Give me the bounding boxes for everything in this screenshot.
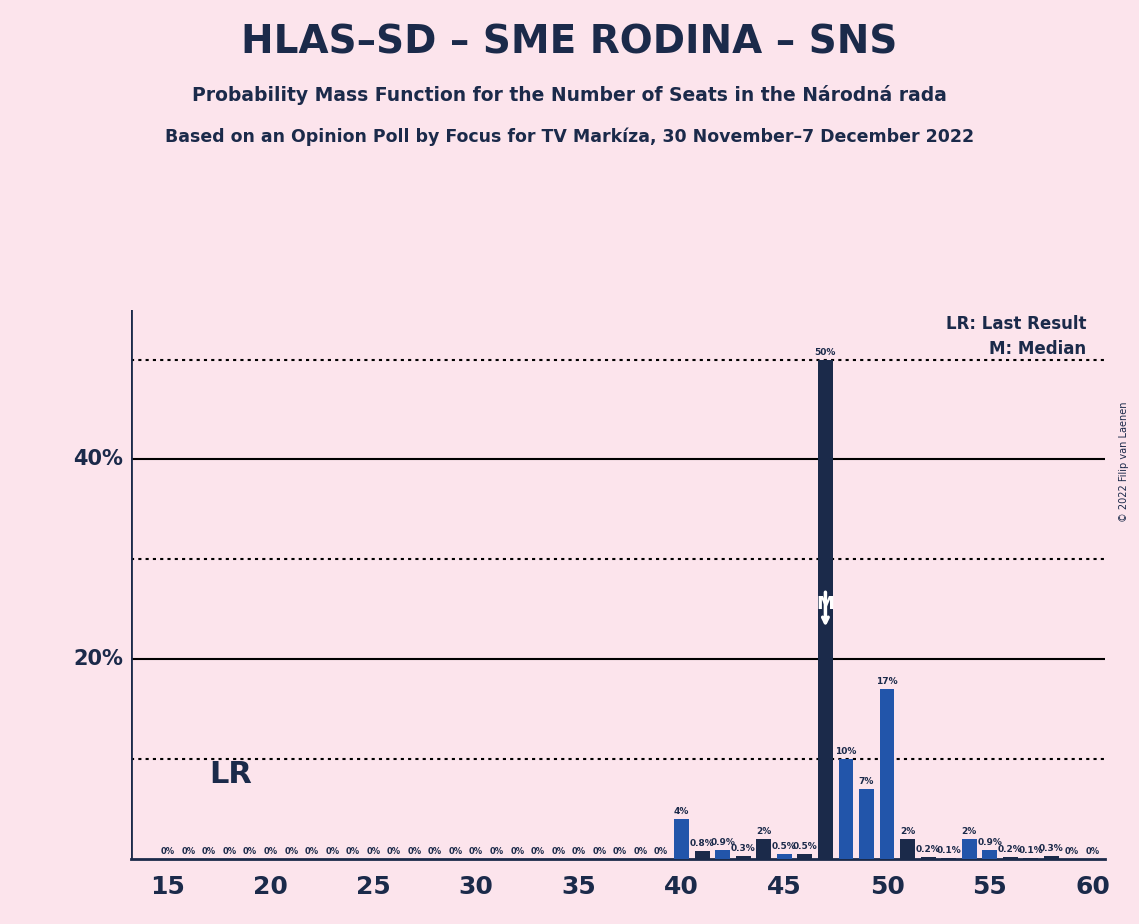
Text: 0.5%: 0.5% (793, 843, 818, 851)
Text: 17%: 17% (876, 677, 898, 687)
Text: 20%: 20% (73, 650, 123, 669)
Text: 50%: 50% (814, 347, 836, 357)
Text: 0%: 0% (222, 847, 237, 857)
Text: 2%: 2% (961, 827, 977, 836)
Text: 0%: 0% (654, 847, 669, 857)
Bar (920, 857, 935, 859)
Text: M: Median: M: Median (989, 339, 1087, 358)
Text: 0%: 0% (1085, 847, 1099, 857)
Bar (879, 689, 894, 859)
Bar (715, 850, 730, 859)
Text: 0%: 0% (633, 847, 648, 857)
Text: LR: Last Result: LR: Last Result (945, 314, 1087, 333)
Text: 0%: 0% (572, 847, 585, 857)
Text: 40%: 40% (73, 449, 123, 469)
Bar (1003, 857, 1018, 859)
Bar (838, 760, 853, 859)
Bar (859, 789, 874, 859)
Text: 0%: 0% (346, 847, 360, 857)
Text: 7%: 7% (859, 777, 875, 786)
Bar (756, 839, 771, 859)
Text: 4%: 4% (674, 808, 689, 816)
Text: 0%: 0% (326, 847, 339, 857)
Text: 0%: 0% (367, 847, 380, 857)
Text: 0%: 0% (510, 847, 524, 857)
Text: 0%: 0% (181, 847, 196, 857)
Text: 0%: 0% (490, 847, 503, 857)
Text: 0%: 0% (284, 847, 298, 857)
Bar (900, 839, 915, 859)
Bar (797, 855, 812, 859)
Text: 2%: 2% (900, 827, 916, 836)
Text: 0.3%: 0.3% (731, 845, 755, 854)
Text: 0.8%: 0.8% (690, 839, 714, 848)
Bar (961, 839, 976, 859)
Text: 0%: 0% (531, 847, 544, 857)
Text: 0%: 0% (1065, 847, 1079, 857)
Text: 0%: 0% (305, 847, 319, 857)
Text: 2%: 2% (756, 827, 771, 836)
Bar (941, 858, 956, 859)
Text: 0.2%: 0.2% (916, 845, 941, 855)
Text: 0%: 0% (613, 847, 628, 857)
Text: 0.1%: 0.1% (1018, 846, 1043, 856)
Bar (818, 359, 833, 859)
Text: 0%: 0% (449, 847, 462, 857)
Text: 0%: 0% (263, 847, 278, 857)
Text: 0%: 0% (428, 847, 442, 857)
Text: 0.3%: 0.3% (1039, 845, 1064, 854)
Bar (1024, 858, 1039, 859)
Text: 0%: 0% (243, 847, 257, 857)
Text: 0.9%: 0.9% (977, 838, 1002, 847)
Text: 0.9%: 0.9% (711, 838, 735, 847)
Bar (982, 850, 997, 859)
Text: 0%: 0% (592, 847, 606, 857)
Text: 0%: 0% (387, 847, 401, 857)
Bar (695, 851, 710, 859)
Bar (736, 857, 751, 859)
Text: 0.2%: 0.2% (998, 845, 1023, 855)
Text: 0%: 0% (161, 847, 175, 857)
Bar (777, 855, 792, 859)
Text: M: M (817, 595, 835, 614)
Text: 0%: 0% (469, 847, 483, 857)
Text: Based on an Opinion Poll by Focus for TV Markíza, 30 November–7 December 2022: Based on an Opinion Poll by Focus for TV… (165, 128, 974, 146)
Text: HLAS–SD – SME RODINA – SNS: HLAS–SD – SME RODINA – SNS (241, 23, 898, 61)
Text: 0%: 0% (551, 847, 565, 857)
Bar (1044, 857, 1059, 859)
Text: 0%: 0% (408, 847, 421, 857)
Text: 0.5%: 0.5% (772, 843, 796, 851)
Bar (674, 820, 689, 859)
Text: 0.1%: 0.1% (936, 846, 961, 856)
Text: 10%: 10% (835, 748, 857, 757)
Text: LR: LR (210, 760, 252, 789)
Text: Probability Mass Function for the Number of Seats in the Národná rada: Probability Mass Function for the Number… (192, 85, 947, 105)
Text: © 2022 Filip van Laenen: © 2022 Filip van Laenen (1120, 402, 1129, 522)
Text: 0%: 0% (202, 847, 216, 857)
